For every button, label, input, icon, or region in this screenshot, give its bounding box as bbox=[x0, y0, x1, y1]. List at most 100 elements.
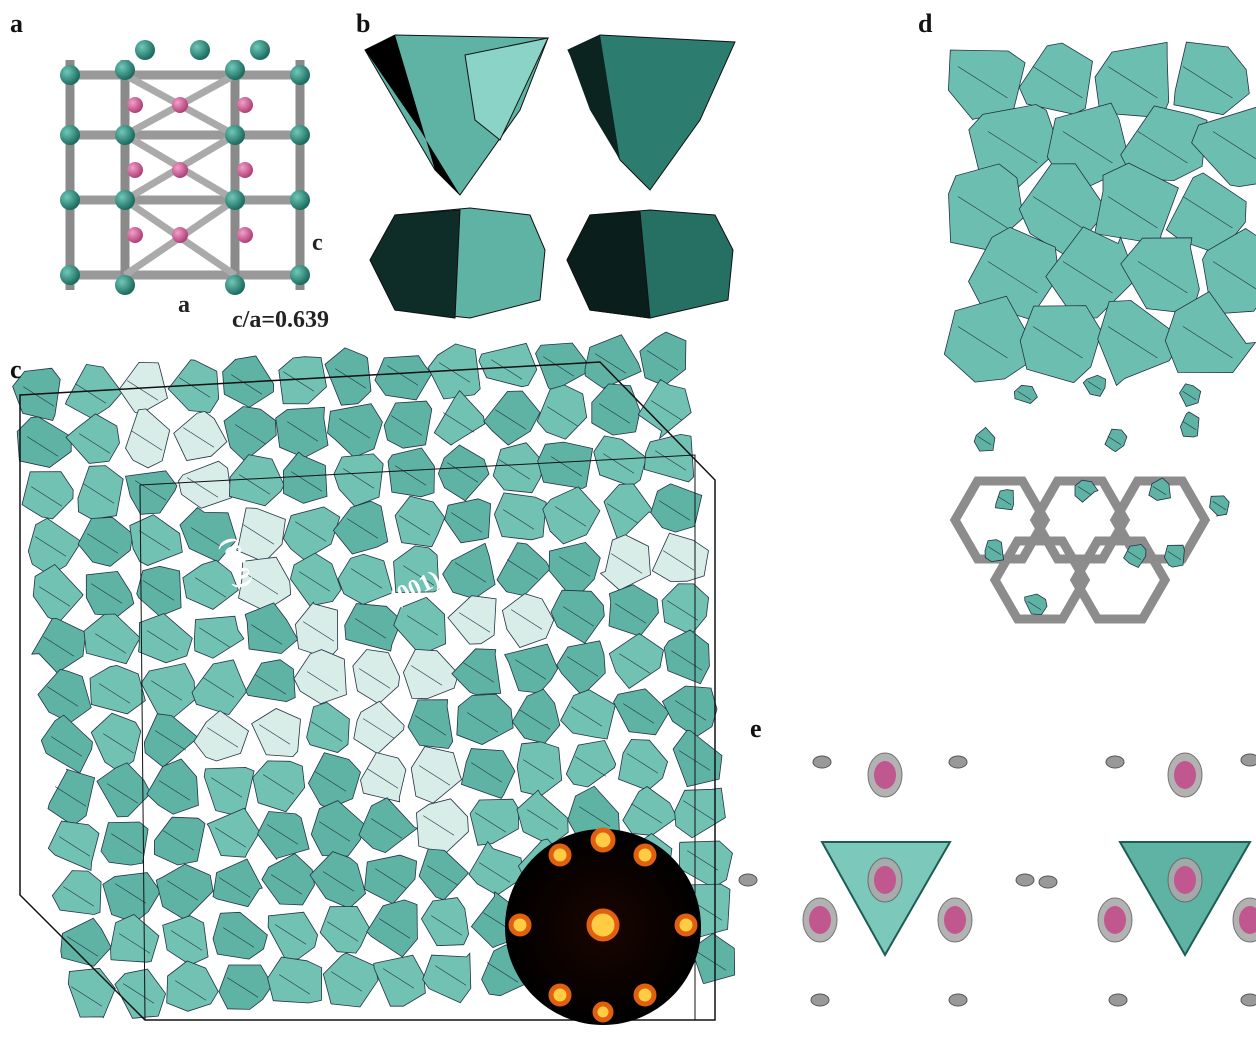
polyhedron bbox=[166, 960, 219, 1012]
polyhedron-edge bbox=[91, 583, 123, 604]
polyhedron bbox=[407, 699, 454, 749]
polyhedron bbox=[337, 553, 394, 605]
polyhedron-edge bbox=[507, 559, 539, 580]
polyhedron bbox=[60, 917, 112, 967]
polyhedron bbox=[968, 226, 1060, 320]
polyhedron bbox=[1018, 42, 1093, 115]
polyhedron-edge bbox=[615, 603, 647, 624]
polyhedron-face bbox=[365, 35, 460, 195]
polyhedron bbox=[622, 786, 678, 836]
polyhedron-edge bbox=[523, 759, 555, 780]
polyhedron-edge bbox=[491, 359, 523, 380]
atom-pink bbox=[172, 227, 188, 243]
polyhedron-edge bbox=[1137, 131, 1188, 164]
polyhedron-edge bbox=[27, 436, 59, 457]
polyhedron bbox=[173, 410, 228, 461]
polyhedron-edge bbox=[431, 915, 463, 936]
polyhedron-edge bbox=[243, 524, 275, 545]
polyhedron-edge bbox=[579, 806, 611, 827]
polyhedron-edge bbox=[311, 721, 343, 742]
polyhedron-edge bbox=[1182, 421, 1197, 431]
polyhedron bbox=[100, 821, 149, 866]
polyhedron bbox=[661, 685, 718, 738]
polyhedron-edge bbox=[423, 815, 455, 836]
polyhedron bbox=[252, 760, 306, 813]
polyhedron bbox=[275, 406, 329, 459]
axis-label: c bbox=[312, 230, 323, 256]
polyhedron bbox=[1024, 593, 1048, 616]
polyhedron-edge bbox=[957, 196, 1008, 229]
panel-label: d bbox=[918, 9, 933, 38]
polyhedron bbox=[420, 897, 470, 947]
polyhedron bbox=[16, 416, 72, 468]
polyhedron bbox=[661, 583, 710, 636]
polyhedron-edge bbox=[403, 565, 435, 586]
polyhedron bbox=[228, 454, 285, 507]
polyhedron-edge bbox=[1107, 326, 1158, 359]
polyhedron-edge bbox=[355, 618, 387, 639]
polyhedron bbox=[125, 470, 178, 515]
density-blob bbox=[1108, 993, 1128, 1007]
polyhedron-edge bbox=[95, 633, 127, 654]
polyhedron bbox=[90, 712, 142, 772]
panel-b bbox=[364, 34, 736, 319]
polyhedron-edge bbox=[227, 977, 259, 998]
polyhedron-edge bbox=[487, 962, 519, 983]
polyhedron-edge bbox=[415, 715, 447, 736]
axis-label: a bbox=[178, 292, 190, 318]
polyhedron bbox=[643, 433, 695, 483]
polyhedron bbox=[67, 967, 116, 1019]
polyhedron-edge bbox=[155, 730, 187, 751]
polyhedron bbox=[77, 465, 124, 520]
polyhedron bbox=[125, 408, 171, 469]
polyhedron bbox=[584, 334, 642, 389]
polyhedron-edge bbox=[1107, 66, 1158, 99]
polyhedron bbox=[83, 613, 141, 665]
polyhedron-edge bbox=[623, 703, 655, 724]
polyhedron bbox=[245, 659, 296, 703]
simulation-box-edge bbox=[139, 484, 146, 1021]
polyhedron-edge bbox=[135, 480, 167, 501]
polyhedron bbox=[114, 968, 167, 1019]
polyhedron-edge bbox=[367, 768, 399, 789]
atom bbox=[225, 190, 245, 210]
density-core bbox=[1174, 866, 1196, 894]
polyhedron-edge bbox=[1017, 391, 1032, 401]
polyhedron-edge bbox=[39, 586, 71, 607]
polyhedron-edge bbox=[43, 636, 75, 657]
polyhedron bbox=[212, 858, 263, 908]
polyhedron-edge bbox=[1137, 261, 1188, 294]
polyhedron-edge bbox=[303, 621, 335, 642]
polyhedron-edge bbox=[987, 131, 1038, 164]
polyhedron-edge bbox=[267, 824, 299, 845]
polyhedron bbox=[319, 905, 370, 954]
polyhedron bbox=[206, 807, 261, 858]
polyhedron-edge bbox=[611, 553, 643, 574]
density-blob bbox=[812, 755, 832, 769]
polyhedron bbox=[492, 442, 546, 494]
polyhedron-edge bbox=[543, 356, 575, 377]
polyhedron-edge bbox=[203, 677, 235, 698]
polyhedron-edge bbox=[163, 830, 195, 851]
polyhedron-edge bbox=[1182, 326, 1233, 359]
polyhedron-edge bbox=[1027, 601, 1042, 611]
polyhedron bbox=[37, 668, 92, 724]
polyhedron-edge bbox=[987, 546, 1002, 556]
polyhedron-edge bbox=[663, 550, 695, 571]
polyhedron bbox=[415, 798, 469, 855]
polyhedron bbox=[565, 739, 617, 788]
polyhedron-edge bbox=[551, 456, 583, 477]
polyhedron-edge bbox=[1062, 261, 1113, 294]
polyhedron bbox=[193, 710, 249, 762]
polyhedron-edge bbox=[199, 627, 231, 648]
polyhedron-edge bbox=[447, 462, 479, 483]
polyhedron-edge bbox=[987, 261, 1038, 294]
density-blob bbox=[738, 873, 758, 887]
polyhedron bbox=[427, 343, 481, 400]
polyhedron bbox=[85, 570, 135, 617]
polyhedron-edge bbox=[127, 380, 159, 401]
polyhedron bbox=[556, 640, 606, 697]
polyhedron bbox=[593, 435, 647, 487]
density-blob bbox=[948, 755, 968, 769]
density-core bbox=[1239, 906, 1256, 934]
